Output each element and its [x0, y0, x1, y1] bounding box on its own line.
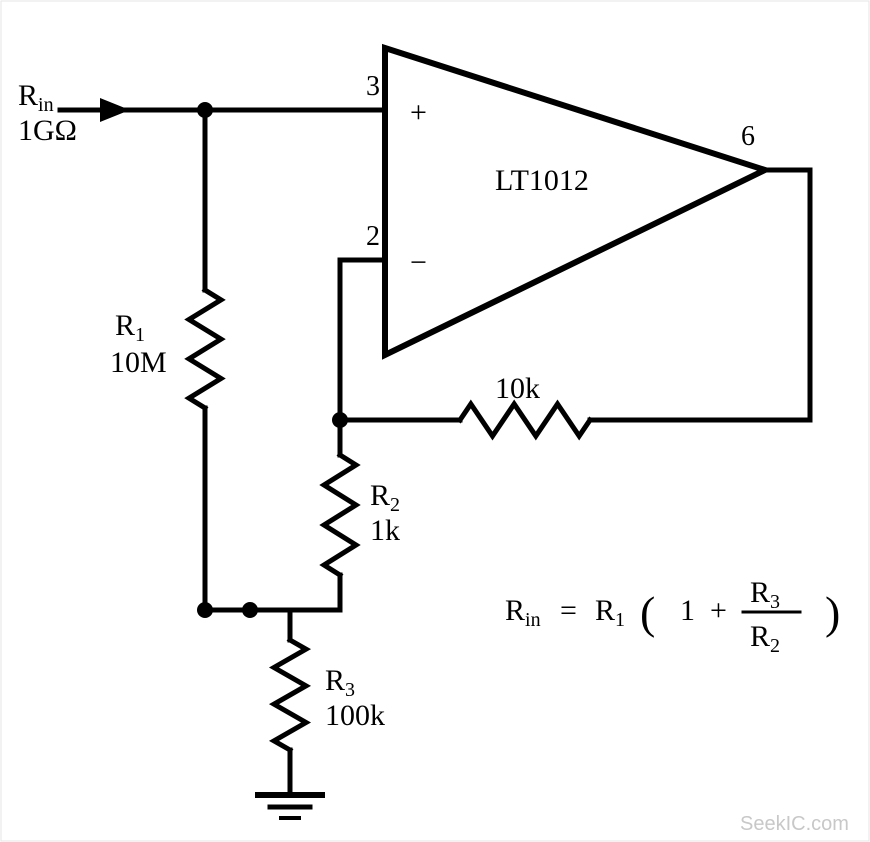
- svg-text:1: 1: [680, 594, 695, 627]
- svg-text:1GΩ: 1GΩ: [18, 114, 77, 147]
- svg-text:R1: R1: [595, 594, 625, 631]
- svg-text:1k: 1k: [370, 514, 400, 547]
- svg-text:R2: R2: [750, 620, 780, 657]
- svg-text:=: =: [560, 594, 577, 627]
- svg-text:R3: R3: [750, 576, 780, 613]
- svg-text:2: 2: [366, 221, 380, 252]
- svg-text:10k: 10k: [495, 372, 540, 405]
- svg-text:R2: R2: [370, 479, 400, 516]
- svg-text:6: 6: [741, 121, 755, 152]
- svg-text:+: +: [710, 594, 727, 627]
- svg-text:+: +: [410, 96, 427, 129]
- svg-text:10M: 10M: [110, 346, 167, 379]
- svg-text:R1: R1: [115, 309, 145, 346]
- svg-text:R3: R3: [325, 664, 355, 701]
- svg-text:(: (: [640, 587, 655, 638]
- svg-text:): ): [825, 587, 840, 638]
- svg-text:LT1012: LT1012: [495, 164, 589, 197]
- svg-text:100k: 100k: [325, 699, 385, 732]
- svg-text:3: 3: [366, 71, 380, 102]
- svg-text:Rin: Rin: [18, 79, 54, 116]
- svg-text:SeekIC.com: SeekIC.com: [740, 813, 849, 835]
- svg-text:Rin: Rin: [505, 594, 541, 631]
- svg-text:−: −: [410, 246, 427, 279]
